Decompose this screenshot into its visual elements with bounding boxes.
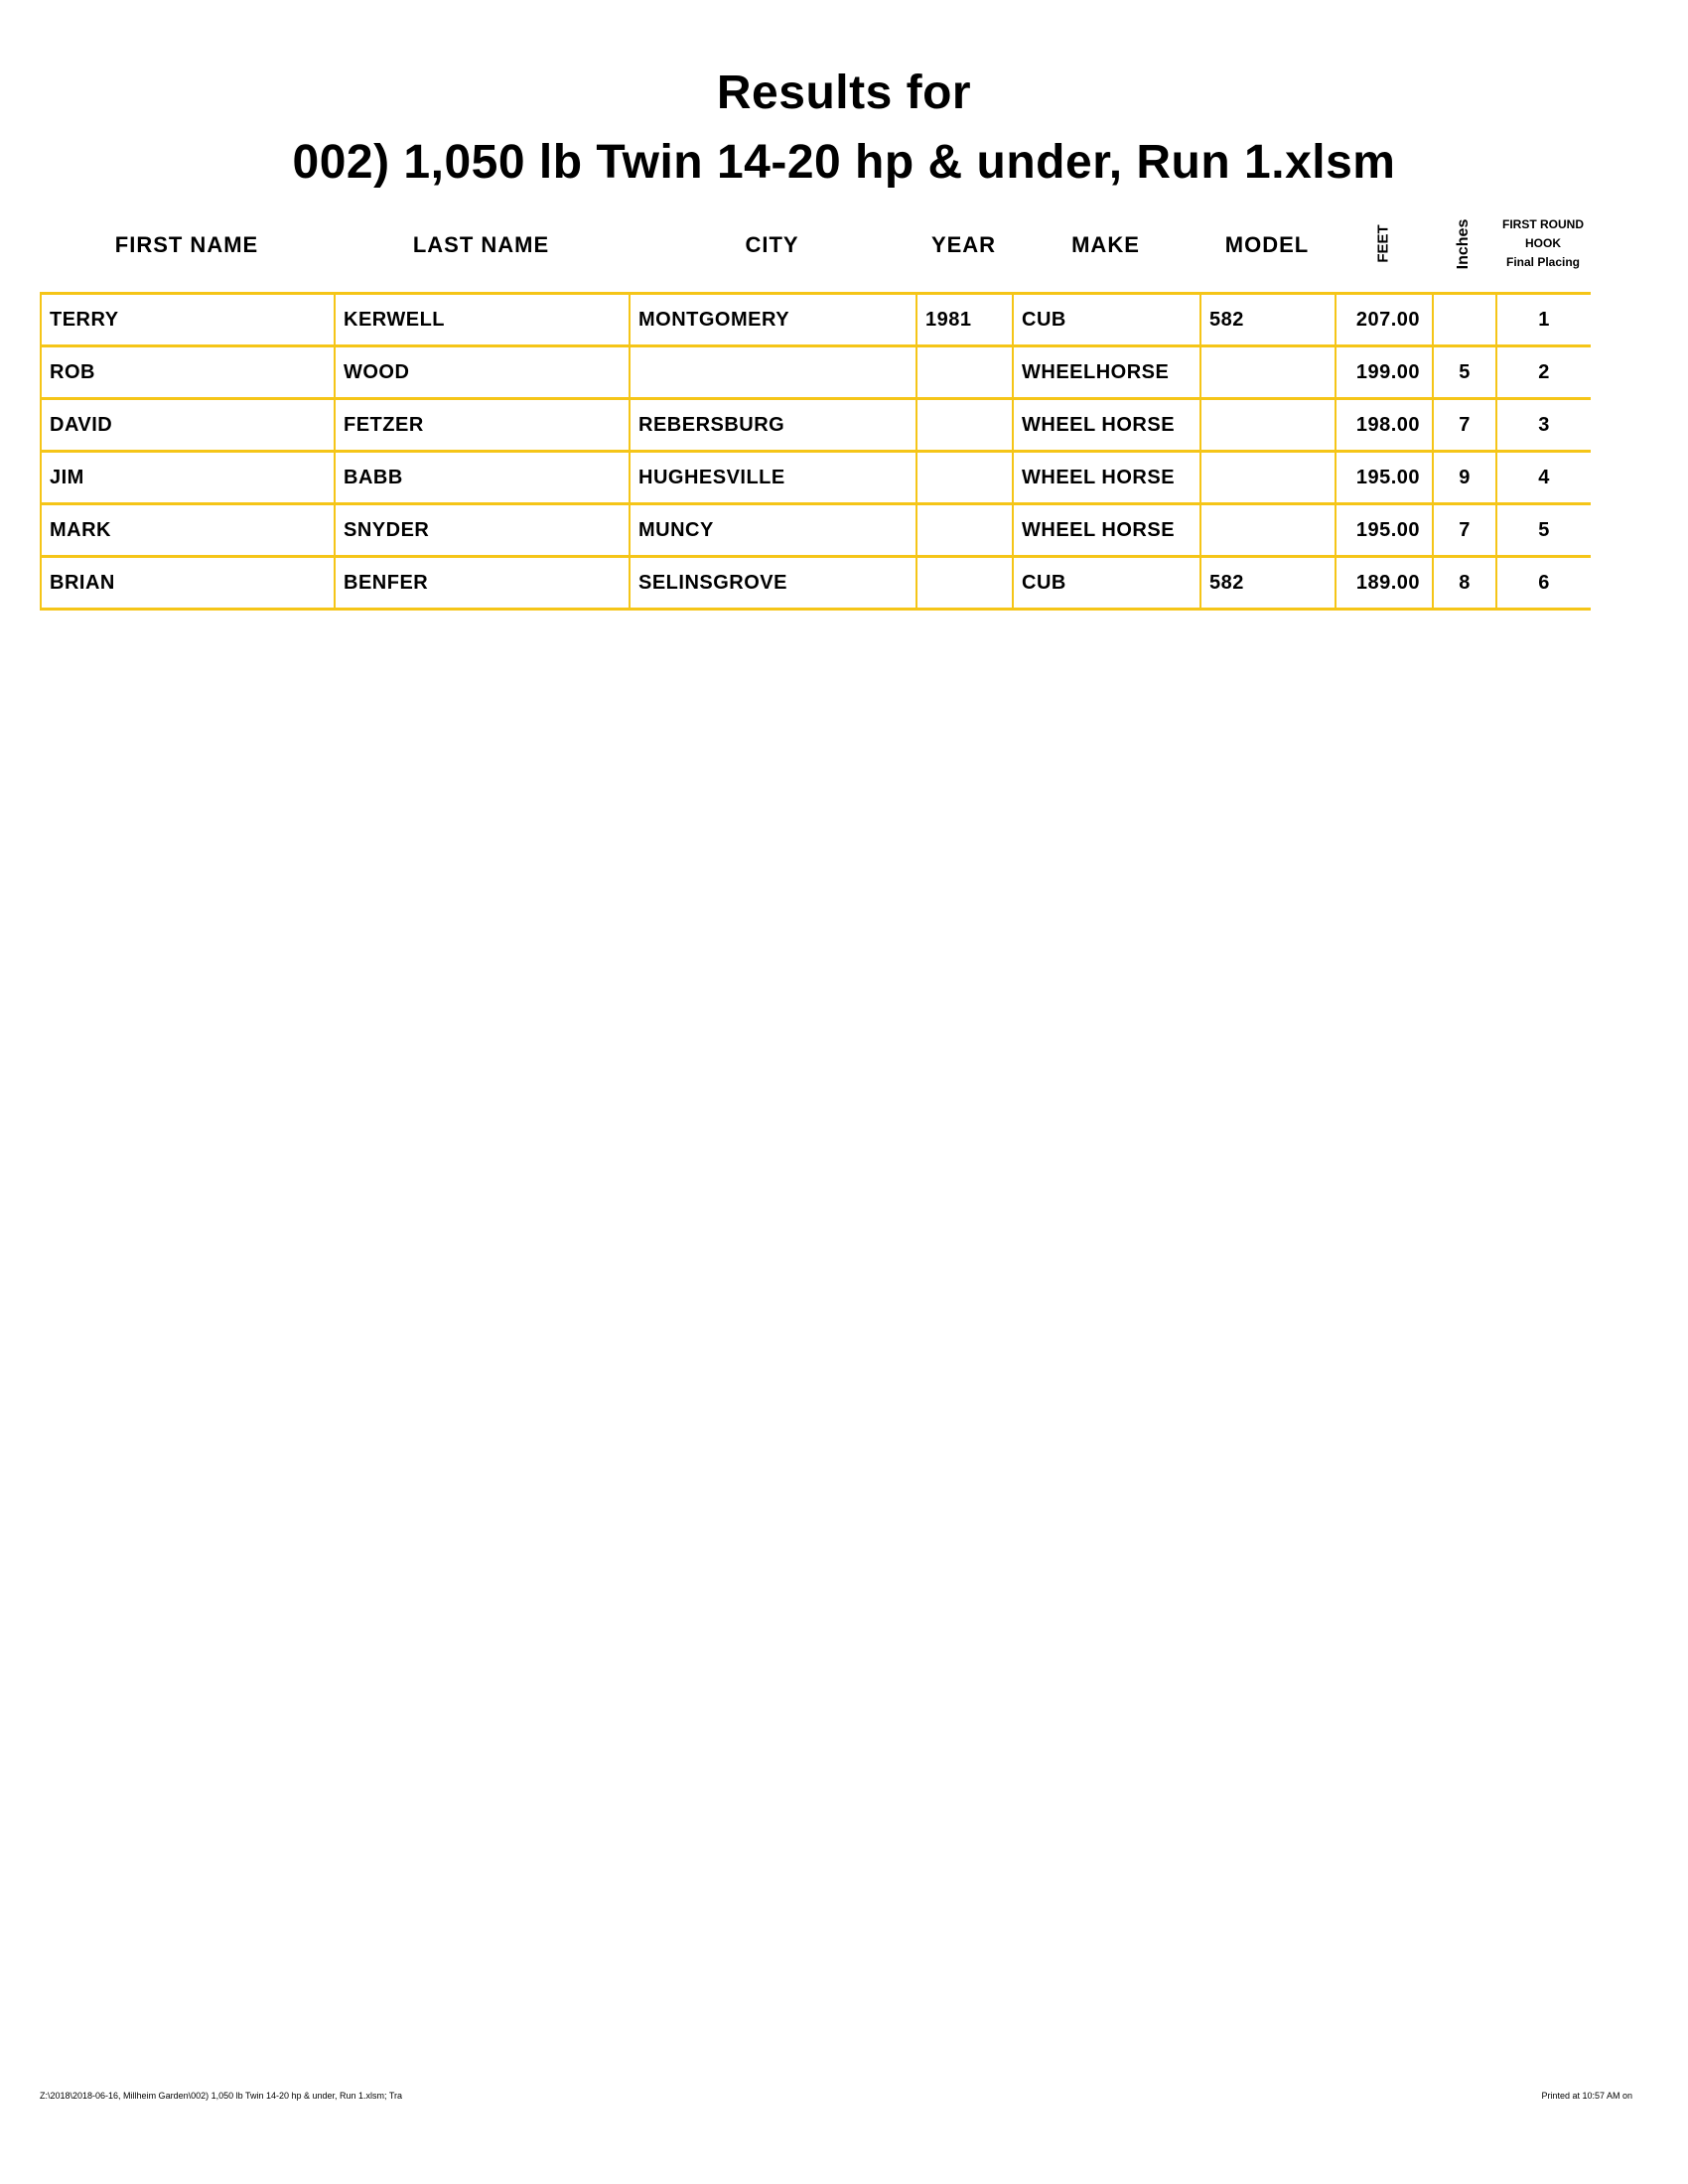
- cell-last: BENFER: [334, 555, 630, 611]
- cell-city: MONTGOMERY: [629, 292, 916, 347]
- cell-feet: 198.00: [1335, 397, 1433, 453]
- cell-first: BRIAN: [40, 555, 335, 611]
- title-line-1: Results for: [716, 67, 972, 119]
- cell-inches: [1432, 292, 1496, 347]
- header-last-name: LAST NAME: [412, 232, 550, 257]
- cell-last: WOOD: [334, 344, 630, 400]
- footer-path: Z:\2018\2018-06-16, Millheim Garden\002)…: [40, 2091, 403, 2101]
- cell-model: [1199, 502, 1336, 558]
- table-row: DAVID FETZER REBERSBURG WHEEL HORSE 198.00 7 3: [40, 397, 1591, 453]
- table-row: ROB WOOD WHEELHORSE 199.00 5 2: [40, 344, 1591, 400]
- cell-inches: 9: [1432, 450, 1496, 505]
- cell-feet: 207.00: [1335, 292, 1433, 347]
- cell-feet: 199.00: [1335, 344, 1433, 400]
- table-row: TERRY KERWELL MONTGOMERY 1981 CUB 582 207.00 1: [40, 292, 1591, 347]
- cell-make: WHEEL HORSE: [1012, 502, 1200, 558]
- cell-feet: 195.00: [1335, 450, 1433, 505]
- results-table: TERRY KERWELL MONTGOMERY 1981 CUB 582 207.00 1 R…: [40, 292, 1591, 611]
- cell-last: FETZER: [334, 397, 630, 453]
- cell-place: 3: [1495, 397, 1591, 453]
- cell-inches: 7: [1432, 397, 1496, 453]
- cell-year: [915, 502, 1013, 558]
- cell-year: [915, 450, 1013, 505]
- cell-place: 4: [1495, 450, 1591, 505]
- cell-make: CUB: [1012, 292, 1200, 347]
- header-model: MODEL: [1224, 232, 1310, 257]
- cell-year: [915, 555, 1013, 611]
- cell-first: DAVID: [40, 397, 335, 453]
- cell-feet: 195.00: [1335, 502, 1433, 558]
- cell-first: MARK: [40, 502, 335, 558]
- cell-place: 5: [1495, 502, 1591, 558]
- cell-model: [1199, 397, 1336, 453]
- header-first-name: FIRST NAME: [114, 232, 259, 257]
- header-make: MAKE: [1071, 232, 1140, 257]
- cell-inches: 8: [1432, 555, 1496, 611]
- header-city: CITY: [745, 232, 799, 257]
- header-inches: Inches: [1455, 218, 1472, 270]
- cell-make: WHEEL HORSE: [1012, 450, 1200, 505]
- cell-year: 1981: [915, 292, 1013, 347]
- cell-city: MUNCY: [629, 502, 916, 558]
- table-row: BRIAN BENFER SELINSGROVE CUB 582 189.00 8 6: [40, 555, 1591, 611]
- cell-last: BABB: [334, 450, 630, 505]
- header-hook: FIRST ROUND HOOK Final Placing: [1489, 215, 1597, 272]
- cell-place: 1: [1495, 292, 1591, 347]
- cell-feet: 189.00: [1335, 555, 1433, 611]
- cell-model: 582: [1199, 292, 1336, 347]
- cell-model: [1199, 450, 1336, 505]
- cell-inches: 7: [1432, 502, 1496, 558]
- cell-model: [1199, 344, 1336, 400]
- cell-city: SELINSGROVE: [629, 555, 916, 611]
- cell-year: [915, 344, 1013, 400]
- cell-last: SNYDER: [334, 502, 630, 558]
- cell-model: 582: [1199, 555, 1336, 611]
- cell-year: [915, 397, 1013, 453]
- hook-line-3: Final Placing: [1505, 255, 1580, 269]
- footer-printed: Printed at 10:57 AM on: [1541, 2091, 1632, 2101]
- table-row: MARK SNYDER MUNCY WHEEL HORSE 195.00 7 5: [40, 502, 1591, 558]
- cell-make: WHEEL HORSE: [1012, 397, 1200, 453]
- cell-place: 2: [1495, 344, 1591, 400]
- cell-city: HUGHESVILLE: [629, 450, 916, 505]
- cell-place: 6: [1495, 555, 1591, 611]
- cell-first: JIM: [40, 450, 335, 505]
- cell-inches: 5: [1432, 344, 1496, 400]
- title-line-2: 002) 1,050 lb Twin 14-20 hp & under, Run…: [292, 136, 1396, 189]
- table-row: JIM BABB HUGHESVILLE WHEEL HORSE 195.00 9 4: [40, 450, 1591, 505]
- header-feet: FEET: [1374, 224, 1392, 263]
- cell-make: WHEELHORSE: [1012, 344, 1200, 400]
- cell-first: ROB: [40, 344, 335, 400]
- hook-line-1: FIRST ROUND: [1502, 217, 1584, 231]
- cell-city: REBERSBURG: [629, 397, 916, 453]
- cell-make: CUB: [1012, 555, 1200, 611]
- cell-last: KERWELL: [334, 292, 630, 347]
- cell-first: TERRY: [40, 292, 335, 347]
- header-year: YEAR: [930, 232, 997, 257]
- hook-line-2: HOOK: [1525, 236, 1561, 250]
- cell-city: [629, 344, 916, 400]
